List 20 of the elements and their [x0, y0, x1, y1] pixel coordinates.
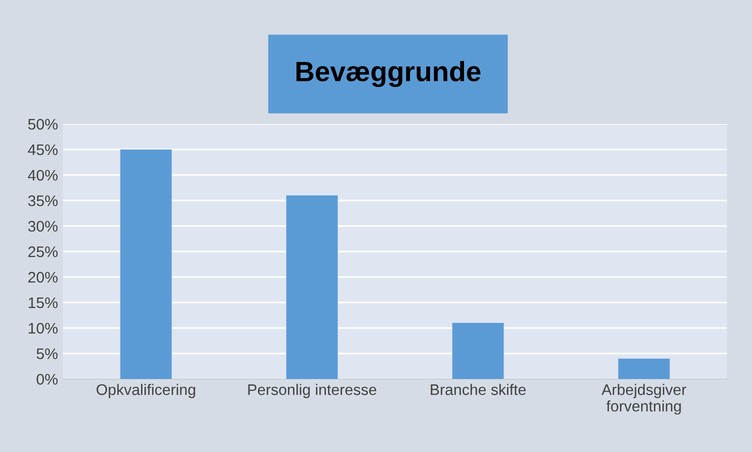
bar: [286, 195, 338, 379]
y-tick-label: 40%: [28, 170, 58, 181]
y-tick-label: 0%: [36, 374, 58, 385]
y-tick-label: 25%: [28, 246, 58, 258]
bar: [452, 322, 504, 379]
y-tick-label: 35%: [28, 195, 58, 206]
y-tick-label: 5%: [36, 348, 58, 360]
bar: [120, 150, 172, 379]
x-tick-label: Arbejdsgiver forventning: [602, 384, 686, 415]
y-tick-label: 20%: [28, 272, 58, 283]
y-tick-label: 45%: [28, 144, 58, 156]
bar: [618, 358, 670, 379]
y-tick-label: 10%: [28, 322, 58, 334]
y-tick-label: 50%: [28, 118, 58, 130]
chart-title: Bevæggrunde: [296, 60, 480, 88]
x-tick-label: Personlig interesse: [248, 384, 376, 398]
y-tick-label: 15%: [28, 297, 58, 308]
x-tick-label: Branche skifte: [430, 384, 526, 396]
x-tick-label: Opkvalificering: [96, 384, 196, 398]
y-tick-label: 30%: [28, 220, 58, 232]
